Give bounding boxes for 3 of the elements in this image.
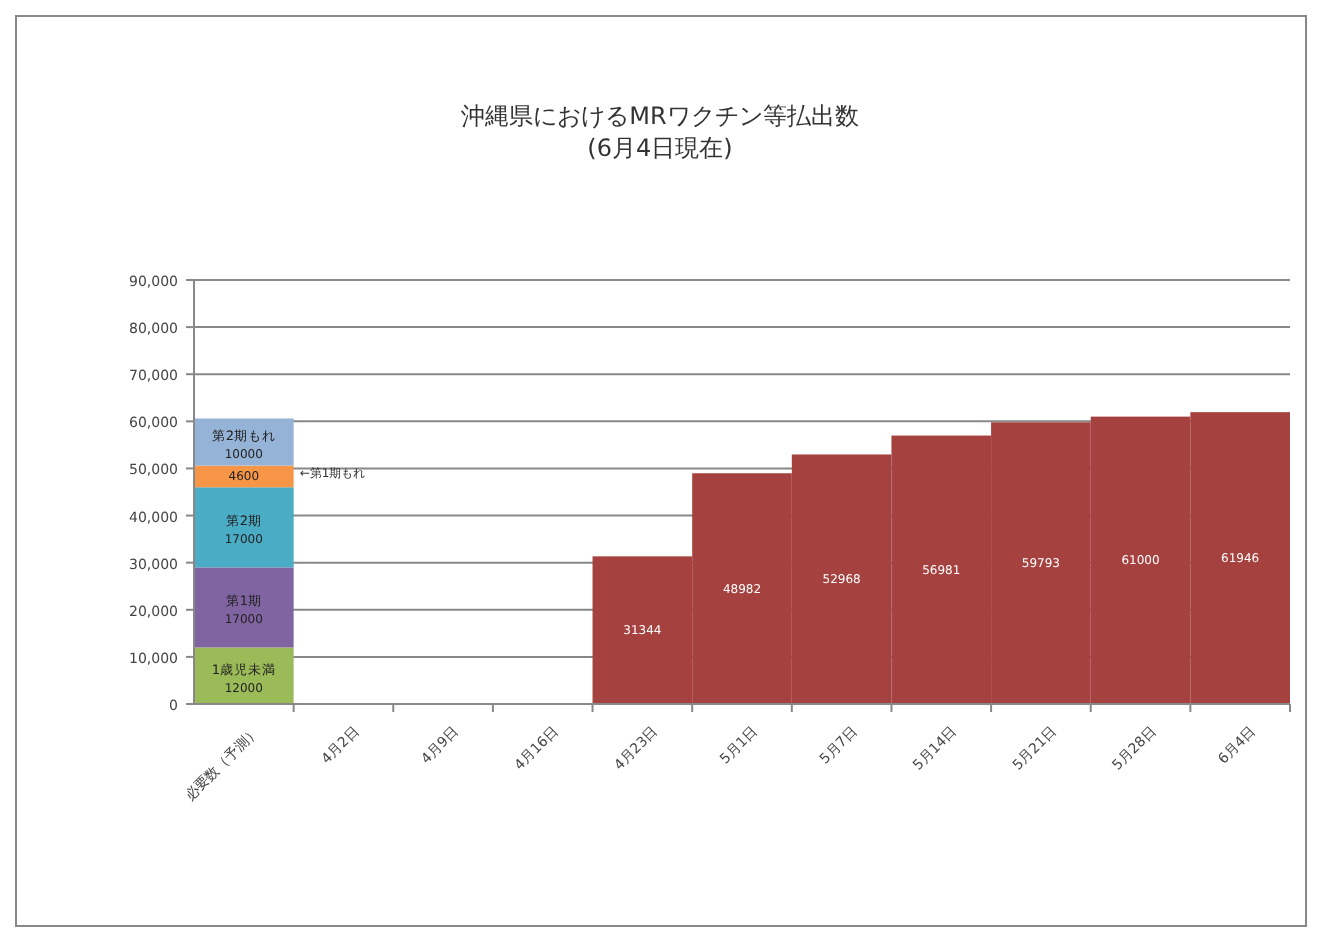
chart-title: 沖縄県におけるMRワクチン等払出数 (6月4日現在) [461, 102, 859, 162]
bar [194, 487, 294, 568]
bar [194, 567, 294, 648]
